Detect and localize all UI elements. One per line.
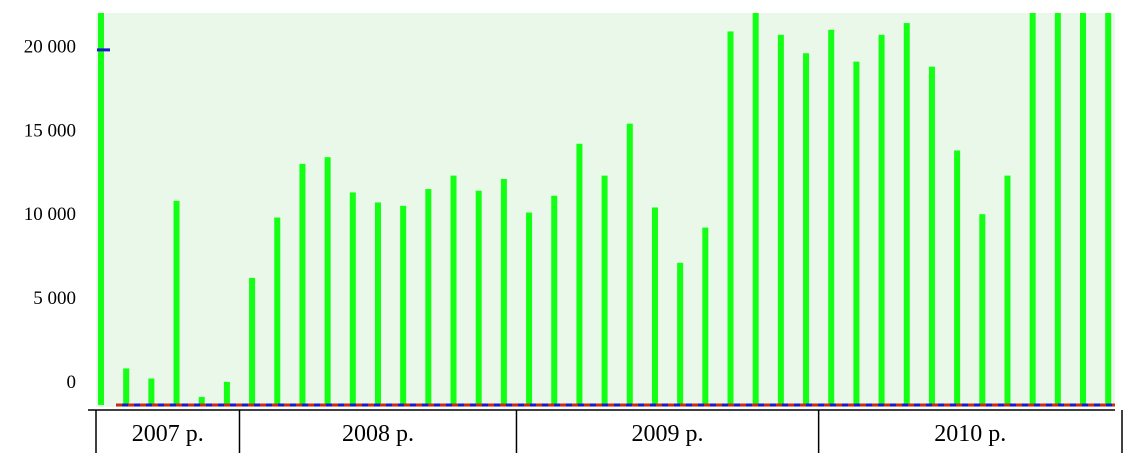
x-group-label: 2007 р. bbox=[132, 421, 204, 447]
bar bbox=[148, 378, 155, 405]
bar bbox=[551, 195, 558, 405]
bar bbox=[374, 202, 381, 405]
y-tick-label: 20 000 bbox=[24, 37, 76, 58]
bar bbox=[475, 190, 482, 405]
bar bbox=[98, 13, 104, 405]
bar bbox=[299, 163, 306, 405]
bar bbox=[601, 175, 608, 405]
bar bbox=[702, 227, 709, 405]
y-tick-label: 0 bbox=[67, 372, 77, 393]
bar bbox=[173, 200, 180, 405]
bar bbox=[626, 123, 633, 405]
x-group-label: 2010 р. bbox=[934, 421, 1006, 447]
bar bbox=[979, 214, 986, 405]
bar bbox=[651, 207, 658, 405]
y-axis-ticks: 0 5 000 10 000 15 000 20 000 bbox=[24, 37, 76, 393]
bar bbox=[1080, 13, 1087, 405]
bars-group bbox=[97, 13, 1112, 406]
bar bbox=[1105, 13, 1112, 405]
bar bbox=[526, 212, 533, 405]
bar bbox=[425, 189, 432, 405]
y-tick-label: 10 000 bbox=[24, 204, 76, 225]
bar bbox=[123, 368, 130, 405]
bar bbox=[727, 31, 734, 405]
x-group-label: 2009 р. bbox=[632, 421, 704, 447]
bar bbox=[500, 178, 507, 405]
bar bbox=[878, 34, 885, 406]
bar bbox=[1029, 13, 1036, 405]
bar bbox=[349, 192, 356, 405]
bar bbox=[903, 23, 910, 406]
bar bbox=[274, 217, 281, 405]
bar bbox=[803, 53, 810, 406]
bar bbox=[324, 157, 331, 405]
bar bbox=[677, 262, 684, 405]
bar bbox=[752, 13, 759, 405]
bar bbox=[198, 396, 205, 405]
bar bbox=[1004, 175, 1011, 405]
bar bbox=[400, 205, 407, 405]
bar bbox=[576, 143, 583, 405]
bar bbox=[223, 381, 230, 405]
bar bbox=[954, 150, 961, 405]
bar bbox=[853, 61, 860, 406]
y-tick-label: 15 000 bbox=[24, 120, 76, 141]
bar bbox=[777, 34, 784, 406]
bar bbox=[1054, 13, 1061, 405]
x-group-label: 2008 р. bbox=[342, 421, 414, 447]
bar bbox=[828, 29, 835, 406]
bar bbox=[450, 175, 457, 405]
bar bbox=[249, 277, 256, 405]
x-axis-year-table: 2007 р. 2008 р. 2009 р. 2010 р. bbox=[88, 409, 1123, 453]
y-tick-label: 5 000 bbox=[33, 288, 76, 309]
bar bbox=[928, 66, 935, 406]
